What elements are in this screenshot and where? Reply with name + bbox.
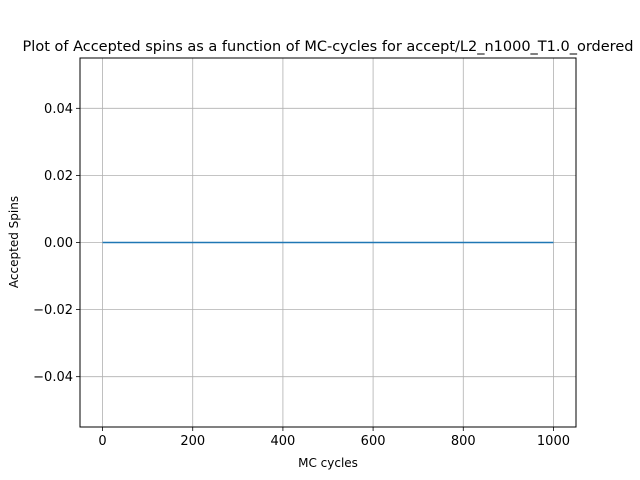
x-tick-label: 200 (180, 434, 205, 449)
x-tick-label: 0 (98, 434, 106, 449)
y-axis-label: Accepted Spins (7, 196, 21, 288)
x-tick-label: 400 (270, 434, 295, 449)
y-tick-label: −0.02 (33, 303, 73, 318)
x-tick-label: 800 (451, 434, 476, 449)
y-tick-label: 0.04 (44, 102, 73, 117)
y-tick-label: 0.02 (44, 169, 73, 184)
y-tick-label: 0.00 (44, 236, 73, 251)
y-tick-label: −0.04 (33, 370, 73, 385)
x-tick-label: 600 (361, 434, 386, 449)
x-axis-label: MC cycles (298, 456, 358, 470)
x-tick-label: 1000 (537, 434, 570, 449)
chart-title: Plot of Accepted spins as a function of … (23, 39, 634, 55)
y-axis: −0.04 −0.02 0.00 0.02 0.04 (33, 102, 80, 385)
x-axis: 0 200 400 600 800 1000 (98, 427, 570, 449)
